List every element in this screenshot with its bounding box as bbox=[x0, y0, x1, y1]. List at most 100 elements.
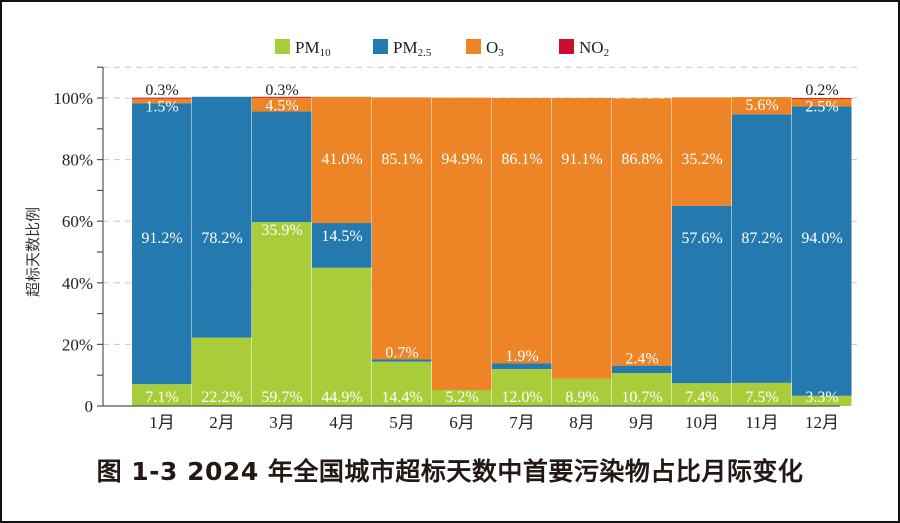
y-tick-label: 40% bbox=[62, 274, 93, 293]
legend-swatch bbox=[559, 39, 574, 54]
data-labels: 7.1%91.2%1.5%0.3%22.2%78.2%59.7%35.9%4.5… bbox=[141, 82, 842, 406]
legend-label: O3 bbox=[486, 38, 504, 59]
bar-segment-o3 bbox=[312, 96, 372, 224]
bar-segment-pm10 bbox=[732, 382, 792, 406]
bar-segment-pm25 bbox=[732, 114, 792, 383]
data-label: 4.5% bbox=[265, 98, 298, 115]
bar-segment-pm10 bbox=[672, 383, 732, 406]
bar-segment-pm25 bbox=[492, 363, 552, 370]
x-tick-label: 10月 bbox=[685, 413, 719, 432]
data-label: 35.9% bbox=[261, 222, 302, 239]
data-label: 8.9% bbox=[565, 389, 598, 406]
bars bbox=[132, 96, 852, 406]
data-label: 85.1% bbox=[381, 151, 422, 168]
x-tick-label: 6月 bbox=[449, 413, 475, 432]
bar-segment-pm10 bbox=[312, 267, 372, 406]
bar-segment-pm10 bbox=[432, 389, 492, 406]
data-label: 5.6% bbox=[745, 97, 778, 114]
bar-segment-pm25 bbox=[612, 365, 672, 374]
y-tick-label: 60% bbox=[62, 212, 93, 231]
bar-segment-o3 bbox=[432, 97, 492, 390]
bar-segment-pm25 bbox=[792, 106, 852, 396]
bar-segment-pm10 bbox=[252, 222, 312, 406]
data-label: 59.7% bbox=[261, 389, 302, 406]
bar-segment-pm25 bbox=[672, 205, 732, 384]
legend-label: NO2 bbox=[579, 38, 609, 59]
x-tick-label: 11月 bbox=[745, 413, 778, 432]
legend-swatch bbox=[466, 39, 481, 54]
data-label: 1.9% bbox=[505, 348, 538, 365]
bar-segment-o3 bbox=[372, 97, 432, 360]
x-tick-label: 9月 bbox=[629, 413, 655, 432]
data-label: 3.3% bbox=[805, 389, 838, 406]
bar-segment-pm25 bbox=[132, 103, 192, 385]
data-label: 86.8% bbox=[621, 151, 662, 168]
legend-label: PM10 bbox=[295, 38, 331, 59]
legend-item-pm10: PM10 bbox=[275, 38, 331, 59]
bar-segment-o3 bbox=[552, 98, 612, 379]
bar-segment-pm10 bbox=[132, 384, 192, 406]
data-label: 5.2% bbox=[445, 389, 478, 406]
data-label: 14.5% bbox=[321, 228, 362, 245]
y-tick-label: 80% bbox=[62, 151, 93, 170]
legend-item-no2: NO2 bbox=[559, 38, 609, 59]
data-label: 41.0% bbox=[321, 151, 362, 168]
bar-segment-no2 bbox=[132, 97, 192, 99]
data-label: 1.5% bbox=[145, 99, 178, 116]
data-label: 0.7% bbox=[385, 344, 418, 361]
bar-segment-pm10 bbox=[192, 337, 252, 406]
x-tick-label: 12月 bbox=[805, 413, 839, 432]
y-tick-label: 100% bbox=[53, 89, 93, 108]
y-axis: 0 20% 40% 60% 80% 100% bbox=[53, 66, 840, 416]
bar-segment-pm25 bbox=[252, 111, 312, 223]
x-tick-label: 1月 bbox=[149, 413, 175, 432]
bar-segment-o3 bbox=[612, 98, 672, 366]
data-label: 94.9% bbox=[441, 151, 482, 168]
data-label: 35.2% bbox=[681, 151, 722, 168]
data-label: 14.4% bbox=[381, 389, 422, 406]
bar-segment-o3 bbox=[672, 97, 732, 206]
data-label: 91.2% bbox=[141, 230, 182, 247]
data-label: 87.2% bbox=[741, 230, 782, 247]
legend-swatch bbox=[275, 39, 290, 54]
data-label: 94.0% bbox=[801, 230, 842, 247]
bar-segment-pm25 bbox=[312, 223, 372, 268]
data-label: 86.1% bbox=[501, 151, 542, 168]
data-label: 7.1% bbox=[145, 389, 178, 406]
legend-item-o3: O3 bbox=[466, 38, 504, 59]
bar-segment-pm10 bbox=[372, 361, 432, 406]
data-label: 0.2% bbox=[805, 82, 838, 99]
bar-segment-o3 bbox=[792, 98, 852, 107]
data-label: 44.9% bbox=[321, 389, 362, 406]
x-axis-labels: 1月 2月 3月 4月 5月 6月 7月 8月 9月 10月 11月 12月 bbox=[149, 413, 839, 432]
bar-segment-o3 bbox=[732, 97, 792, 115]
data-label: 7.5% bbox=[745, 389, 778, 406]
legend-label: PM2.5 bbox=[393, 38, 432, 59]
data-label: 12.0% bbox=[501, 389, 542, 406]
x-tick-label: 3月 bbox=[269, 413, 295, 432]
bar-segment-no2 bbox=[792, 98, 852, 99]
data-label: 91.1% bbox=[561, 151, 602, 168]
x-tick-label: 4月 bbox=[329, 413, 355, 432]
data-label: 22.2% bbox=[201, 389, 242, 406]
data-label: 10.7% bbox=[621, 389, 662, 406]
y-tick-label: 20% bbox=[62, 335, 93, 354]
bar-segment-pm10 bbox=[792, 395, 852, 406]
bar-segment-o3 bbox=[252, 97, 312, 112]
bar-segment-pm10 bbox=[612, 373, 672, 406]
data-label: 78.2% bbox=[201, 230, 242, 247]
data-label: 7.4% bbox=[685, 389, 718, 406]
data-label: 0.3% bbox=[265, 82, 298, 99]
bar-segment-o3 bbox=[492, 98, 552, 364]
x-tick-label: 5月 bbox=[389, 413, 415, 432]
data-label: 0.3% bbox=[145, 82, 178, 99]
x-tick-label: 8月 bbox=[569, 413, 595, 432]
legend-swatch bbox=[373, 39, 388, 54]
bar-segment-no2 bbox=[252, 96, 312, 98]
legend-item-pm25: PM2.5 bbox=[373, 38, 432, 59]
x-tick-label: 7月 bbox=[509, 413, 535, 432]
y-axis-title: 超标天数比例 bbox=[24, 207, 42, 297]
bar-segment-pm25 bbox=[192, 96, 252, 338]
bar-segment-pm25 bbox=[372, 359, 432, 362]
